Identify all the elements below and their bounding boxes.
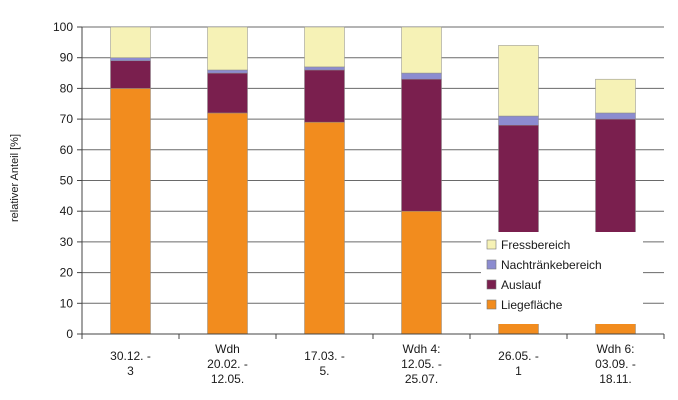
bar-segment	[401, 72, 442, 80]
y-tick-label: 80	[60, 81, 74, 95]
bar-segment	[498, 45, 539, 117]
y-axis-label: relativer Anteil [%]	[9, 134, 21, 222]
legend-swatch	[486, 299, 497, 310]
x-tick-label: 1	[515, 364, 522, 378]
y-tick-label: 60	[60, 143, 74, 157]
legend-label: Nachtränkebereich	[501, 258, 602, 272]
x-tick-label: 26.05. -	[498, 349, 539, 363]
bar-segment	[401, 210, 442, 335]
bar-segment	[401, 78, 442, 212]
y-tick-label: 70	[60, 112, 74, 126]
y-tick-label: 20	[60, 266, 74, 280]
y-tick-label: 10	[60, 296, 74, 310]
x-tick-label: Wdh	[215, 342, 240, 356]
y-tick-label: 0	[66, 327, 73, 341]
x-tick-label: Wdh 4:	[402, 342, 440, 356]
bar-segment	[498, 124, 539, 237]
x-tick-label: 3	[127, 364, 134, 378]
y-tick-label: 90	[60, 51, 74, 65]
bar-segment	[304, 69, 345, 123]
x-tick-label: 20.02. -	[207, 357, 248, 371]
axes: 0 10 20 30 40 50 60 70 80 90 100 30.12. -3 Wdh20.02.…	[53, 20, 665, 386]
bar-segment	[595, 78, 636, 114]
bars	[110, 26, 636, 335]
legend-label: Auslauf	[501, 278, 542, 292]
bar-segment	[207, 26, 248, 71]
x-tick-label: 25.07.	[405, 372, 438, 386]
x-tick-label: 5.	[319, 364, 329, 378]
bar-segment	[304, 121, 345, 335]
y-tick-label: 100	[53, 20, 73, 34]
bar-segment	[304, 66, 345, 71]
legend: Fressbereich Nachtränkebereich Auslauf Lieg…	[481, 232, 643, 324]
y-tick-label: 40	[60, 204, 74, 218]
legend-label: Liegefläche	[501, 298, 563, 312]
y-tick-label: 50	[60, 174, 74, 188]
legend-swatch	[486, 279, 497, 290]
x-tick-label: 30.12. -	[110, 349, 151, 363]
bar-segment	[207, 72, 248, 114]
gridlines	[82, 26, 664, 335]
legend-swatch	[486, 239, 497, 250]
bar-segment	[110, 26, 151, 58]
x-tick-label: 17.03. -	[304, 349, 345, 363]
bar-segment	[595, 118, 636, 237]
bar-segment	[401, 26, 442, 74]
bar-segment	[207, 112, 248, 335]
bar-segment	[595, 112, 636, 120]
bar-segment	[498, 115, 539, 126]
legend-swatch	[486, 259, 497, 270]
x-tick-label: 18.11.	[599, 372, 631, 386]
x-tick-label: 12.05.	[211, 372, 244, 386]
bar-segment	[110, 88, 151, 335]
bar-segment	[304, 26, 345, 68]
legend-box	[481, 232, 643, 324]
legend-label: Fressbereich	[501, 238, 570, 252]
y-tick-label: 30	[60, 235, 74, 249]
x-tick-label: 03.09. -	[595, 357, 636, 371]
x-tick-label: 12.05. -	[401, 357, 442, 371]
bar-segment	[110, 57, 151, 62]
bar-segment	[110, 60, 151, 89]
bar-segment	[207, 69, 248, 74]
x-tick-label: Wdh 6:	[596, 342, 634, 356]
